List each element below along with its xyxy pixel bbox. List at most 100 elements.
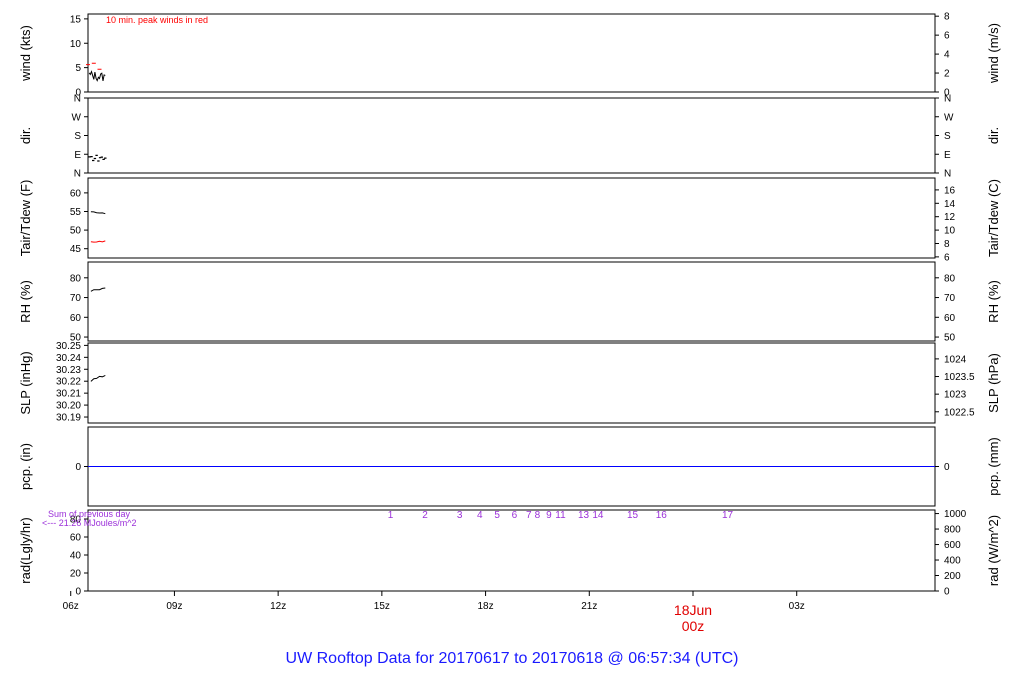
page-title: UW Rooftop Data for 20170617 to 20170618… xyxy=(285,650,739,667)
temperature-right-tick-label: 12 xyxy=(944,212,956,223)
temperature-left-tick-label: 45 xyxy=(70,244,82,255)
pressure-left-tick-label: 30.25 xyxy=(56,341,81,352)
wind-left-tick-label: 0 xyxy=(75,88,81,99)
radiation-left-tick-label: 80 xyxy=(70,515,82,526)
radiation-right-tick-label: 800 xyxy=(944,525,961,536)
humidity-series xyxy=(90,287,106,292)
direction-left-tick-label: S xyxy=(74,131,81,142)
wind-left-tick-label: 10 xyxy=(70,39,82,50)
direction-right-tick-label: E xyxy=(944,150,951,161)
precipitation-right-tick-label: 0 xyxy=(944,462,950,473)
x-axis-date-marker: 18Jun xyxy=(674,602,712,618)
pressure-left-tick-label: 30.19 xyxy=(56,413,81,424)
radiation-ylabel-right: rad (W/m^2) xyxy=(986,515,1001,586)
wind-peak-series xyxy=(86,62,102,70)
radiation-annotation: Sum of previous day xyxy=(48,509,131,519)
humidity-left-tick-label: 70 xyxy=(70,293,82,304)
humidity-ylabel-left: RH (%) xyxy=(18,280,33,323)
direction-series xyxy=(88,154,107,162)
precipitation-ylabel-right: pcp. (mm) xyxy=(986,437,1001,496)
radiation-right-tick-label: 1000 xyxy=(944,509,967,520)
x-axis-tick-label: 18z xyxy=(478,601,494,612)
wind-annotation: 10 min. peak winds in red xyxy=(106,15,208,25)
humidity-panel-frame xyxy=(87,261,936,342)
radiation-left-tick-label: 0 xyxy=(75,587,81,598)
temperature-ylabel-left: Tair/Tdew (F) xyxy=(18,180,33,257)
temperature-series-tdew xyxy=(90,240,106,243)
wind-series-0 xyxy=(88,70,106,82)
pressure-left-tick-label: 30.24 xyxy=(56,353,81,364)
wind-right-tick-label: 4 xyxy=(944,50,950,61)
wind-right-tick-label: 8 xyxy=(944,12,950,23)
humidity-right-tick-label: 80 xyxy=(944,273,956,284)
radiation-hour-label: 8 xyxy=(535,510,541,521)
x-axis-tick-label: 03z xyxy=(789,601,805,612)
temperature-panel-frame xyxy=(87,177,936,259)
temperature-right-tick-label: 16 xyxy=(944,185,956,196)
humidity-right-tick-label: 70 xyxy=(944,293,956,304)
direction-left-tick-label: E xyxy=(74,150,81,161)
pressure-left-tick-label: 30.22 xyxy=(56,377,81,388)
radiation-hour-label: 14 xyxy=(592,510,604,521)
radiation-annotation: <--- 21.26 MJoules/m^2 xyxy=(42,518,137,528)
pressure-left-tick-label: 30.21 xyxy=(56,389,81,400)
precipitation-ylabel-left: pcp. (in) xyxy=(18,443,33,490)
direction-ylabel-left: dir. xyxy=(18,127,33,144)
temperature-left-tick-label: 55 xyxy=(70,207,82,218)
radiation-hour-label: 6 xyxy=(512,510,518,521)
radiation-hour-label: 11 xyxy=(555,510,566,521)
pressure-right-tick-label: 1023.5 xyxy=(944,372,975,383)
wind-right-tick-label: 6 xyxy=(944,31,950,42)
temperature-right-tick-label: 10 xyxy=(944,226,956,237)
temperature-right-tick-label: 14 xyxy=(944,199,956,210)
humidity-left-tick-label: 60 xyxy=(70,313,82,324)
radiation-hour-label: 17 xyxy=(722,510,734,521)
pressure-ylabel-right: SLP (hPa) xyxy=(986,353,1001,413)
pressure-right-tick-label: 1022.5 xyxy=(944,407,975,418)
temperature-series-tair xyxy=(90,211,106,215)
humidity-right-tick-label: 60 xyxy=(944,313,956,324)
precipitation-left-tick-label: 0 xyxy=(75,462,81,473)
direction-panel-frame xyxy=(87,97,936,174)
wind-left-tick-label: 5 xyxy=(75,63,81,74)
radiation-hour-label: 7 xyxy=(526,510,532,521)
x-axis-tick-label: 21z xyxy=(581,601,597,612)
wind-right-tick-label: 2 xyxy=(944,69,950,80)
x-axis-tick-label: 00z xyxy=(682,618,705,634)
x-axis-tick-label: 09z xyxy=(166,601,182,612)
pressure-left-tick-label: 30.20 xyxy=(56,401,81,412)
pressure-right-tick-label: 1024 xyxy=(944,354,967,365)
wind-left-tick-label: 15 xyxy=(70,14,82,25)
pressure-right-tick-label: 1023 xyxy=(944,390,967,401)
wind-ylabel-right: wind (m/s) xyxy=(986,23,1001,84)
radiation-right-tick-label: 600 xyxy=(944,540,961,551)
wind-right-tick-label: 0 xyxy=(944,88,950,99)
radiation-hour-label: 9 xyxy=(546,510,552,521)
humidity-right-tick-label: 50 xyxy=(944,333,956,344)
pressure-panel-frame xyxy=(87,342,936,424)
direction-right-tick-label: N xyxy=(944,94,951,105)
humidity-ylabel-right: RH (%) xyxy=(986,280,1001,323)
temperature-right-tick-label: 8 xyxy=(944,239,950,250)
wind-panel-frame xyxy=(87,13,936,93)
direction-left-tick-label: W xyxy=(72,112,82,123)
radiation-right-tick-label: 400 xyxy=(944,556,961,567)
radiation-hour-label: 13 xyxy=(578,510,590,521)
direction-right-tick-label: W xyxy=(944,112,954,123)
radiation-left-tick-label: 20 xyxy=(70,569,82,580)
temperature-ylabel-right: Tair/Tdew (C) xyxy=(986,179,1001,257)
x-axis-tick-label: 06z xyxy=(63,601,79,612)
direction-left-tick-label: N xyxy=(74,94,81,105)
temperature-right-tick-label: 6 xyxy=(944,252,950,263)
humidity-left-tick-label: 50 xyxy=(70,333,82,344)
humidity-left-tick-label: 80 xyxy=(70,273,82,284)
temperature-left-tick-label: 60 xyxy=(70,188,82,199)
x-axis-tick-label: 12z xyxy=(270,601,286,612)
direction-right-tick-label: N xyxy=(944,169,951,180)
radiation-hour-label: 2 xyxy=(422,510,428,521)
pressure-left-tick-label: 30.23 xyxy=(56,365,81,376)
radiation-hour-label: 15 xyxy=(627,510,639,521)
radiation-hour-label: 1 xyxy=(388,510,394,521)
pressure-ylabel-left: SLP (inHg) xyxy=(18,351,33,414)
